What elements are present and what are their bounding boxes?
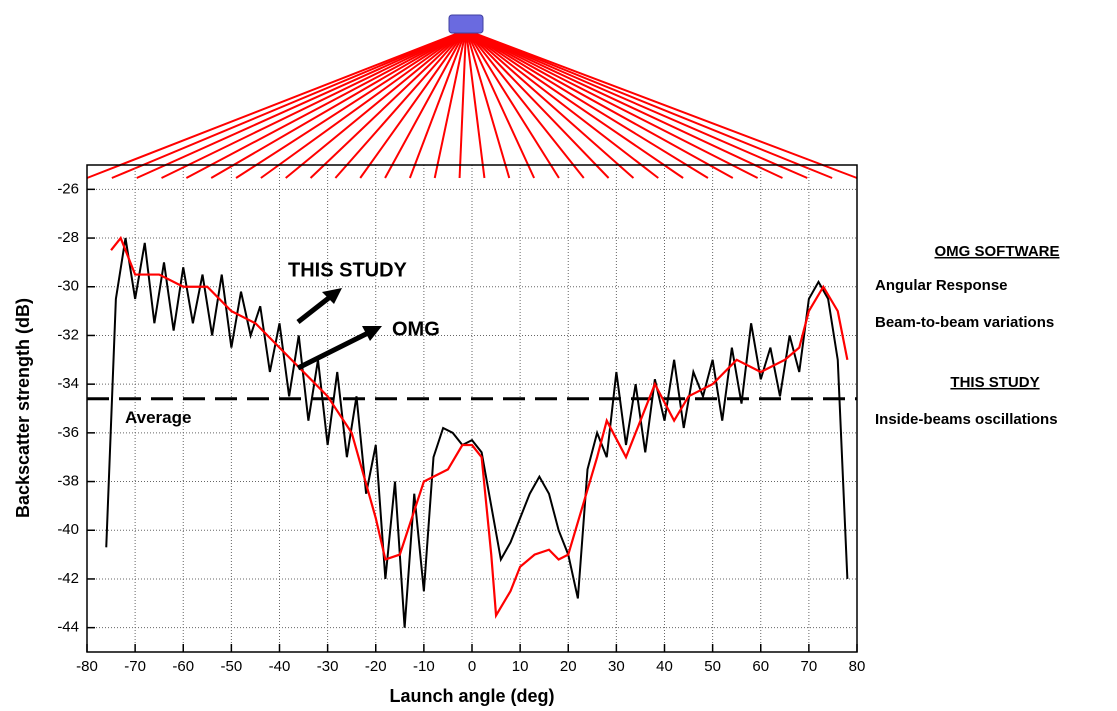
side-note: Angular Response (875, 277, 1008, 294)
beam (433, 29, 467, 179)
beam (465, 29, 734, 179)
beam (465, 29, 585, 179)
x-tick-label: -10 (413, 658, 435, 675)
y-tick-label: -36 (57, 424, 79, 441)
beam (465, 29, 783, 179)
beam (235, 29, 467, 179)
series-line (105, 237, 849, 628)
y-tick-label: -40 (57, 521, 79, 538)
y-tick-label: -42 (57, 570, 79, 587)
series-line (110, 235, 849, 620)
beam (136, 29, 467, 179)
side-note: Inside-beams oscillations (875, 411, 1058, 428)
beam (384, 29, 467, 179)
x-tick-label: 20 (560, 658, 577, 675)
x-tick-label: -80 (76, 658, 98, 675)
x-tick-label: 70 (801, 658, 818, 675)
beam-fan (86, 29, 858, 179)
beam (161, 29, 467, 179)
beam (465, 29, 635, 179)
beam (86, 29, 467, 179)
annotation-arrow (296, 295, 332, 324)
x-tick-label: 10 (512, 658, 529, 675)
beam (465, 29, 511, 179)
y-tick-label: -30 (57, 278, 79, 295)
beam (359, 29, 467, 179)
y-tick-label: -44 (57, 619, 79, 636)
beam (465, 29, 858, 179)
beam (111, 29, 467, 179)
side-heading: OMG SOFTWARE (935, 243, 1060, 260)
y-axis-label: Backscatter strength (dB) (13, 298, 33, 518)
plot-frame (86, 164, 858, 653)
beam (465, 29, 659, 179)
beam (458, 29, 467, 179)
x-tick-label: 60 (752, 658, 769, 675)
x-tick-label: -70 (124, 658, 146, 675)
x-tick-label: 50 (704, 658, 721, 675)
beam (465, 29, 610, 179)
beam (210, 29, 467, 179)
average-label: Average (125, 408, 191, 427)
y-tick-label: -28 (57, 229, 79, 246)
annotation-arrow (296, 330, 370, 371)
series-annotation: THIS STUDY (288, 259, 408, 281)
beam (309, 29, 467, 179)
side-note: Beam-to-beam variations (875, 314, 1054, 331)
beam (408, 29, 467, 179)
beam (260, 29, 467, 179)
y-tick-label: -38 (57, 473, 79, 490)
x-tick-label: -30 (317, 658, 339, 675)
sonar-icon (448, 14, 484, 34)
x-tick-label: 40 (656, 658, 673, 675)
x-tick-label: -40 (269, 658, 291, 675)
beam (334, 29, 467, 179)
x-tick-label: -60 (172, 658, 194, 675)
beam (465, 29, 536, 179)
beam (465, 29, 759, 179)
x-tick-label: 80 (849, 658, 866, 675)
x-tick-label: -20 (365, 658, 387, 675)
beam (465, 29, 833, 179)
y-tick-label: -26 (57, 180, 79, 197)
x-axis-label: Launch angle (deg) (389, 686, 554, 706)
x-tick-label: 30 (608, 658, 625, 675)
beam (185, 29, 467, 179)
x-tick-label: -50 (221, 658, 243, 675)
beam (465, 29, 808, 179)
beam (285, 29, 467, 179)
beam (465, 29, 709, 179)
side-heading: THIS STUDY (950, 374, 1039, 391)
beam (465, 29, 560, 179)
arrow-head (362, 326, 382, 341)
beam (465, 29, 486, 179)
y-tick-label: -32 (57, 326, 79, 343)
y-tick-label: -34 (57, 375, 79, 392)
beam (465, 29, 684, 179)
arrow-head (322, 288, 342, 304)
series-annotation: OMG (392, 318, 440, 340)
x-tick-label: 0 (468, 658, 476, 675)
